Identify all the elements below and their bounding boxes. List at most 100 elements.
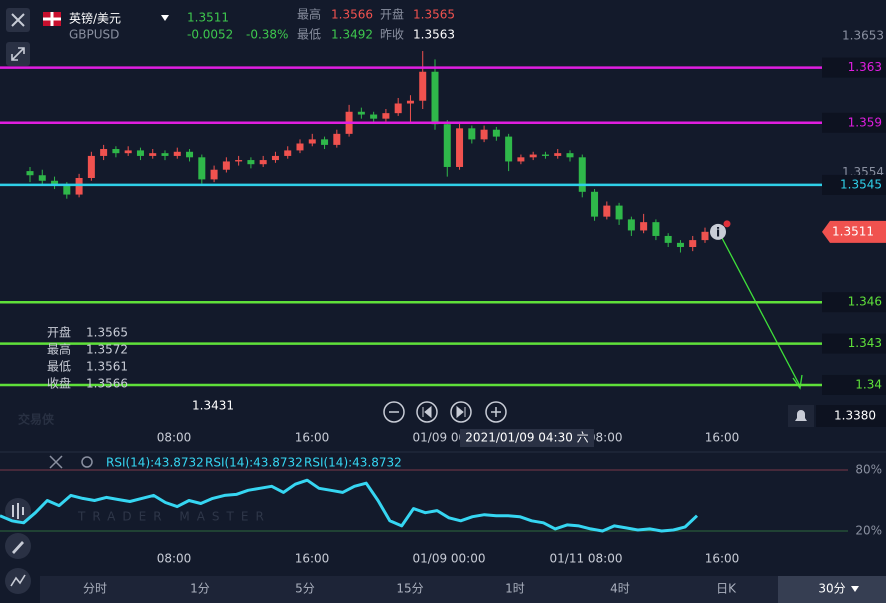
next-button[interactable]: [450, 401, 472, 423]
symbol-name[interactable]: 英镑/美元: [69, 11, 121, 26]
info-value: 1.3565: [86, 326, 128, 340]
candle-body: [284, 150, 292, 156]
info-key: 最低: [47, 360, 71, 374]
level-label: 1.343: [848, 336, 882, 350]
candle-body: [247, 160, 255, 165]
candle-body: [480, 129, 488, 140]
candle-body: [541, 154, 549, 156]
flag-cross: [43, 12, 61, 26]
close-icon: [11, 13, 25, 27]
price-axis-label: 1.3653: [842, 28, 884, 42]
candle-body: [370, 114, 378, 119]
tool-icon: [12, 503, 24, 519]
crosshair-time-box: [460, 429, 594, 447]
candle-body: [406, 100, 414, 104]
candle-body: [75, 178, 83, 195]
time-label: 08:00: [157, 552, 192, 566]
change-percent: -0.38%: [246, 28, 288, 42]
candle-body: [603, 205, 611, 217]
time-label: 16:00: [705, 552, 740, 566]
rsi-tick-label: 20%: [855, 523, 882, 537]
candle-body: [529, 154, 537, 158]
candle-body: [640, 222, 648, 231]
bell-price: 1.3380: [834, 409, 876, 423]
tab-dropdown[interactable]: [851, 586, 859, 592]
candle-body: [38, 175, 46, 181]
level-label: 1.359: [848, 115, 882, 129]
candle-body: [468, 128, 476, 140]
info-mark: i: [716, 225, 720, 239]
tab[interactable]: 1时: [505, 582, 525, 596]
time-label: 16:00: [295, 431, 330, 445]
level-label-box: [822, 57, 886, 78]
last-price-box: [822, 220, 886, 243]
candle-body: [431, 71, 439, 125]
candle-body: [652, 222, 660, 236]
candle-body: [382, 113, 390, 119]
level-label: 1.363: [848, 60, 882, 74]
tab[interactable]: 15分: [396, 582, 423, 596]
candle-body: [26, 171, 34, 176]
rsi-line: [0, 478, 699, 533]
info-value: 1.3572: [86, 343, 128, 357]
candle-body: [566, 153, 574, 158]
tab[interactable]: 日K: [716, 582, 737, 596]
candle-body: [419, 71, 427, 101]
tab-bar: [40, 576, 886, 603]
candle-body: [271, 155, 279, 161]
rsi-label: RSI(14):43.8732: [205, 456, 303, 470]
tab[interactable]: 分时: [83, 582, 107, 596]
rsi-tick-label: 80%: [855, 462, 882, 476]
candle-body: [578, 157, 586, 192]
candle-body: [186, 151, 194, 158]
active-tab-bg: [778, 576, 886, 603]
arrow-line: [721, 237, 801, 387]
price: 1.3511: [187, 11, 229, 25]
candle-body: [676, 242, 684, 247]
candle-body: [87, 155, 95, 179]
time-label: 16:00: [705, 431, 740, 445]
level-label: 1.3545: [840, 177, 882, 191]
tab[interactable]: 4时: [610, 582, 630, 596]
crosshair-time: 2021/01/09 04:30 六: [465, 431, 588, 445]
tab[interactable]: 30分: [818, 582, 845, 596]
candle-body: [100, 149, 108, 156]
bell-price-box: [816, 405, 886, 427]
rsi-close-icon[interactable]: [49, 455, 63, 469]
zoom-in-icon: [491, 407, 501, 417]
zoom-out-button[interactable]: [383, 401, 405, 423]
rsi-settings-icon[interactable]: [81, 456, 93, 468]
tab[interactable]: 1分: [190, 582, 210, 596]
candle-body: [296, 143, 304, 151]
prev-icon: [422, 405, 432, 419]
candle-body: [357, 111, 365, 115]
prev-button[interactable]: [416, 401, 438, 423]
prev-label: 昨收: [380, 28, 404, 42]
level-label: 1.34: [855, 377, 882, 391]
candle-body: [615, 205, 623, 220]
candle-body: [689, 240, 697, 247]
watermark-logo: 交易侠: [18, 412, 55, 427]
candle-body: [198, 157, 206, 180]
symbol-code: GBPUSD: [69, 28, 119, 42]
time-label: 01/11 08:00: [550, 552, 623, 566]
candle-body: [664, 235, 672, 243]
candle-body: [210, 169, 218, 180]
watermark-text: TRADER MASTER: [77, 510, 271, 524]
candle-body: [161, 153, 169, 156]
candle-body: [222, 161, 230, 170]
tab[interactable]: 5分: [295, 582, 315, 596]
level-label: 1.346: [848, 295, 882, 309]
expand-icon: [11, 47, 25, 61]
level-label-box: [822, 112, 886, 133]
prev: 1.3563: [413, 28, 455, 42]
candle-body: [591, 191, 599, 217]
candle-body: [51, 180, 59, 185]
candle-body: [321, 139, 329, 145]
info-key: 收盘: [47, 376, 71, 391]
zoom-in-button[interactable]: [485, 401, 507, 423]
info-key: 开盘: [47, 325, 71, 340]
bell-icon: [795, 410, 807, 421]
dropdown-arrow[interactable]: [161, 15, 169, 21]
rsi-label: RSI(14):43.8732: [304, 456, 402, 470]
